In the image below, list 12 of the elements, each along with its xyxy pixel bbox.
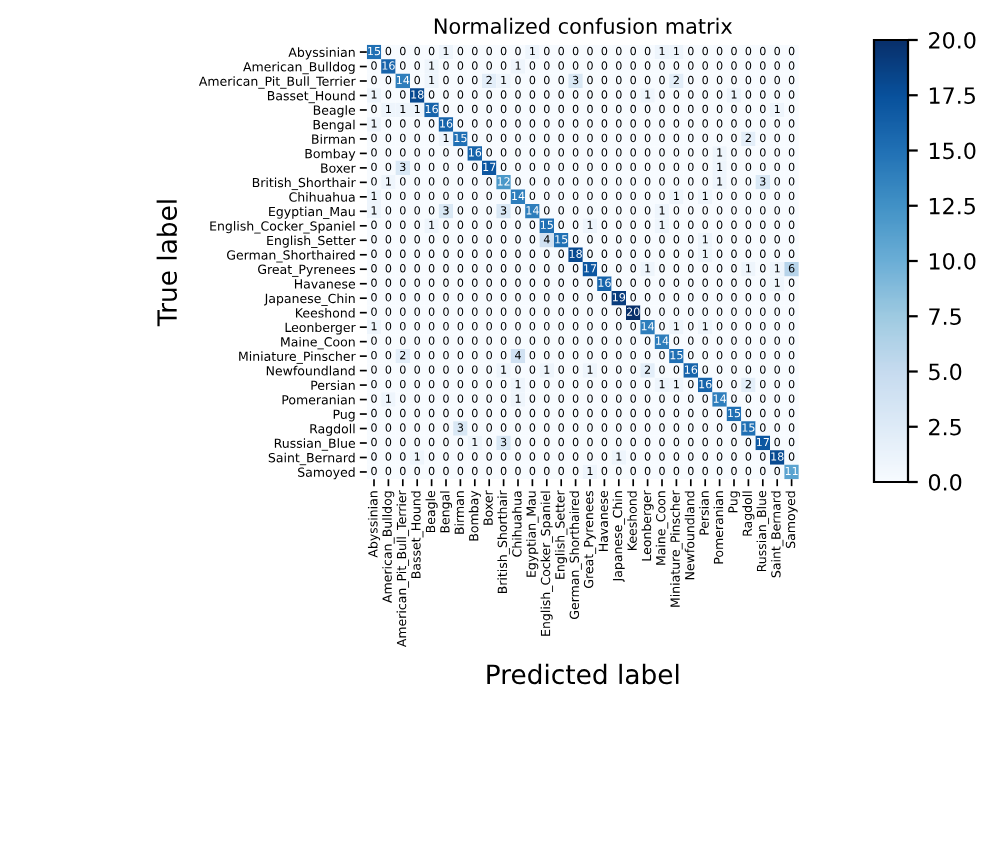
color-bar-label: 10.0 [929,252,976,270]
color-bar-label: 17.5 [929,87,975,105]
color-bar-label: 15.0 [929,142,976,160]
chart-title: Normalized confusion matrix [434,17,733,34]
x-axis-title: Predicted label [487,663,679,685]
color-bar-label: 20.0 [929,31,976,49]
color-bar-label: 5.0 [929,363,962,381]
color-bar-label: 0.0 [928,473,962,491]
color-bar-label: 7.5 [929,308,961,326]
y-axis-title: True label [156,200,178,327]
color-bar-label: 12.5 [929,197,975,215]
color-bar-label: 2.5 [929,418,961,436]
